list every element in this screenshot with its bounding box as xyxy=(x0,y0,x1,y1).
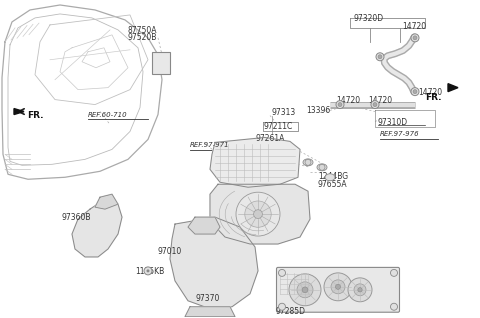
Ellipse shape xyxy=(303,159,313,166)
Circle shape xyxy=(336,100,344,108)
Text: 14720: 14720 xyxy=(418,88,442,97)
Text: 14720: 14720 xyxy=(336,96,360,105)
Circle shape xyxy=(331,280,345,294)
Text: 97310D: 97310D xyxy=(378,118,408,127)
Circle shape xyxy=(338,103,342,107)
Polygon shape xyxy=(170,217,258,309)
Text: 87750A: 87750A xyxy=(127,26,157,35)
Polygon shape xyxy=(14,108,24,114)
Circle shape xyxy=(413,90,417,93)
Circle shape xyxy=(411,88,419,96)
Polygon shape xyxy=(448,84,458,92)
Text: 97313: 97313 xyxy=(272,107,296,117)
Polygon shape xyxy=(188,217,220,234)
Text: 97285D: 97285D xyxy=(275,307,305,316)
Circle shape xyxy=(144,267,152,275)
Circle shape xyxy=(336,284,340,289)
Text: FR.: FR. xyxy=(425,93,442,102)
Circle shape xyxy=(413,36,417,40)
Text: FR.: FR. xyxy=(27,111,44,120)
Text: 14720: 14720 xyxy=(402,22,426,31)
Text: REF.60-710: REF.60-710 xyxy=(88,112,128,118)
Ellipse shape xyxy=(325,174,335,181)
Text: 1244BG: 1244BG xyxy=(318,172,348,181)
Text: 13396: 13396 xyxy=(306,106,330,114)
Ellipse shape xyxy=(317,164,327,171)
Text: 97010: 97010 xyxy=(157,247,181,256)
Circle shape xyxy=(245,201,271,227)
Polygon shape xyxy=(210,184,310,244)
Circle shape xyxy=(391,269,397,276)
Circle shape xyxy=(146,269,149,273)
Polygon shape xyxy=(72,199,122,257)
Text: 97211C: 97211C xyxy=(264,122,293,132)
Circle shape xyxy=(305,159,311,165)
Circle shape xyxy=(319,164,325,170)
Circle shape xyxy=(358,288,362,292)
Circle shape xyxy=(302,287,308,293)
Text: 97370: 97370 xyxy=(195,294,219,303)
Circle shape xyxy=(253,210,263,218)
Text: REF.97-971: REF.97-971 xyxy=(190,142,229,149)
Bar xyxy=(152,52,170,74)
Circle shape xyxy=(373,103,377,107)
Text: 97520B: 97520B xyxy=(127,33,156,42)
Polygon shape xyxy=(210,137,300,187)
Text: 97360B: 97360B xyxy=(62,213,92,222)
Circle shape xyxy=(391,303,397,310)
Circle shape xyxy=(289,274,321,306)
Circle shape xyxy=(376,53,384,61)
Text: 14720: 14720 xyxy=(368,96,392,105)
Circle shape xyxy=(297,282,313,298)
FancyBboxPatch shape xyxy=(276,267,399,312)
Text: 97261A: 97261A xyxy=(255,135,284,143)
Circle shape xyxy=(278,303,286,310)
Circle shape xyxy=(324,273,352,301)
Circle shape xyxy=(371,100,379,108)
Circle shape xyxy=(411,34,419,42)
Text: 1125KB: 1125KB xyxy=(135,267,164,276)
Text: REF.97-976: REF.97-976 xyxy=(380,131,420,137)
Circle shape xyxy=(378,55,382,59)
Polygon shape xyxy=(95,194,118,209)
Text: 97320D: 97320D xyxy=(353,14,383,23)
Circle shape xyxy=(348,278,372,302)
Polygon shape xyxy=(185,307,235,317)
Circle shape xyxy=(236,192,280,236)
Text: 97655A: 97655A xyxy=(318,180,348,189)
Circle shape xyxy=(278,269,286,276)
Circle shape xyxy=(354,284,366,296)
